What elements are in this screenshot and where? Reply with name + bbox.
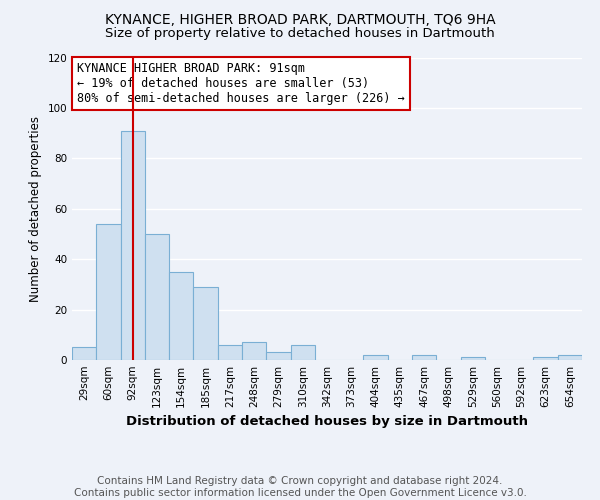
Text: Contains HM Land Registry data © Crown copyright and database right 2024.
Contai: Contains HM Land Registry data © Crown c… bbox=[74, 476, 526, 498]
Bar bbox=[218, 345, 242, 360]
Bar bbox=[558, 355, 582, 360]
Bar bbox=[242, 342, 266, 360]
Bar bbox=[145, 234, 169, 360]
X-axis label: Distribution of detached houses by size in Dartmouth: Distribution of detached houses by size … bbox=[126, 416, 528, 428]
Text: Size of property relative to detached houses in Dartmouth: Size of property relative to detached ho… bbox=[105, 28, 495, 40]
Bar bbox=[121, 130, 145, 360]
Bar bbox=[290, 345, 315, 360]
Bar bbox=[533, 358, 558, 360]
Bar bbox=[169, 272, 193, 360]
Y-axis label: Number of detached properties: Number of detached properties bbox=[29, 116, 42, 302]
Text: KYNANCE HIGHER BROAD PARK: 91sqm
← 19% of detached houses are smaller (53)
80% o: KYNANCE HIGHER BROAD PARK: 91sqm ← 19% o… bbox=[77, 62, 405, 105]
Bar bbox=[412, 355, 436, 360]
Bar bbox=[193, 287, 218, 360]
Bar bbox=[72, 348, 96, 360]
Bar bbox=[266, 352, 290, 360]
Bar bbox=[364, 355, 388, 360]
Bar bbox=[96, 224, 121, 360]
Bar bbox=[461, 358, 485, 360]
Text: KYNANCE, HIGHER BROAD PARK, DARTMOUTH, TQ6 9HA: KYNANCE, HIGHER BROAD PARK, DARTMOUTH, T… bbox=[104, 12, 496, 26]
